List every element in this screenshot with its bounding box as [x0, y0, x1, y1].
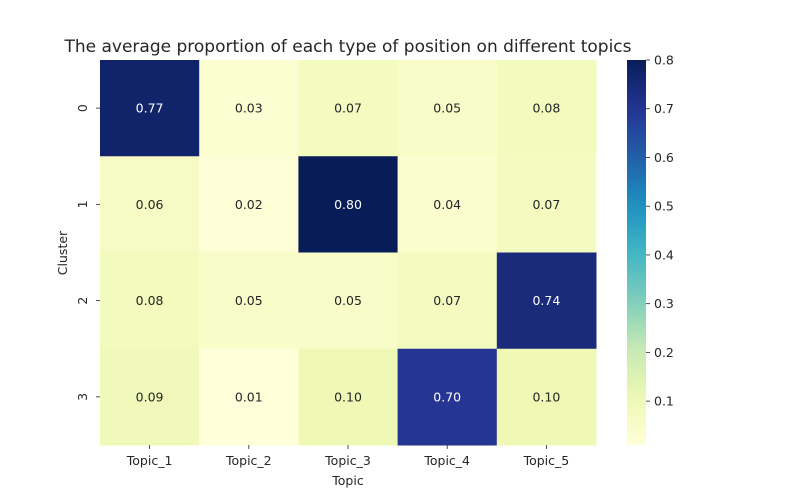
cell-value-label: 0.10	[532, 389, 560, 404]
cell-value-label: 0.03	[235, 101, 263, 116]
cell-value-label: 0.08	[136, 293, 164, 308]
cell-value-label: 0.04	[433, 197, 461, 212]
chart-title: The average proportion of each type of p…	[63, 37, 631, 57]
y-tick-label: 1	[75, 200, 90, 208]
cell-value-label: 0.09	[136, 389, 164, 404]
cell-value-label: 0.70	[433, 389, 461, 404]
x-tick-label: Topic_2	[225, 453, 272, 468]
x-tick-label: Topic_4	[423, 453, 470, 468]
cell-value-label: 0.74	[532, 293, 560, 308]
cell-value-label: 0.05	[433, 101, 461, 116]
heatmap-cell	[100, 348, 200, 446]
heatmap-cell	[496, 252, 597, 350]
heatmap-cell	[496, 60, 597, 157]
heatmap-cell	[397, 252, 498, 350]
cell-value-label: 0.01	[235, 389, 263, 404]
cell-value-label: 0.05	[334, 293, 362, 308]
colorbar-tick-label: 0.3	[654, 296, 674, 311]
heatmap-cell	[397, 156, 498, 253]
x-tick-label: Topic_3	[324, 453, 371, 468]
y-axis-label: Cluster	[55, 230, 70, 275]
y-tick-label: 0	[75, 104, 90, 112]
cell-value-label: 0.07	[334, 101, 362, 116]
y-tick-label: 2	[75, 297, 90, 305]
heatmap-cell	[199, 252, 299, 350]
heatmap-cell	[298, 156, 399, 253]
heatmap-cell	[199, 60, 299, 157]
x-axis-ticks: Topic_1 Topic_2 Topic_3 Topic_4 Topic_5	[126, 445, 569, 468]
x-tick-label: Topic_5	[523, 453, 570, 468]
colorbar-tick-label: 0.8	[654, 53, 674, 68]
y-axis-ticks: 0 1 2 3	[75, 104, 100, 401]
heatmap-cell	[298, 348, 399, 446]
y-tick-label: 3	[75, 393, 90, 401]
heatmap-cell	[496, 348, 597, 446]
colorbar-tick-label: 0.4	[654, 247, 674, 262]
heatmap-cell	[298, 252, 399, 350]
cell-value-label: 0.07	[433, 293, 461, 308]
colorbar-tick-label: 0.6	[654, 150, 674, 165]
x-tick-label: Topic_1	[126, 453, 173, 468]
cell-value-label: 0.80	[334, 197, 362, 212]
heatmap-cells: 0.77 0.03 0.07 0.05 0.08 0.06 0.02 0.80 0.04 0.07…	[100, 60, 597, 446]
x-axis-label: Topic	[331, 473, 364, 488]
cell-value-label: 0.07	[532, 197, 560, 212]
colorbar-bar	[627, 60, 646, 445]
heatmap-cell	[199, 156, 299, 253]
heatmap-cell	[100, 252, 200, 350]
cell-value-label: 0.06	[136, 197, 164, 212]
heatmap-cell	[199, 348, 299, 446]
heatmap-cell	[298, 60, 399, 157]
heatmap-cell	[397, 60, 498, 157]
colorbar-tick-label: 0.5	[654, 199, 674, 214]
colorbar-tick-label: 0.7	[654, 101, 674, 116]
colorbar-tick-label: 0.2	[654, 345, 674, 360]
cell-value-label: 0.02	[235, 197, 263, 212]
cell-value-label: 0.08	[532, 101, 560, 116]
heatmap-cell	[100, 60, 200, 157]
colorbar: 0.1 0.2 0.3 0.4 0.5 0.6 0.7 0.8	[627, 53, 674, 445]
heatmap-cell	[100, 156, 200, 253]
heatmap-cell	[496, 156, 597, 253]
cell-value-label: 0.77	[136, 101, 164, 116]
colorbar-tick-label: 0.1	[654, 394, 674, 409]
cell-value-label: 0.05	[235, 293, 263, 308]
cell-value-label: 0.10	[334, 389, 362, 404]
heatmap-cell	[397, 348, 498, 446]
